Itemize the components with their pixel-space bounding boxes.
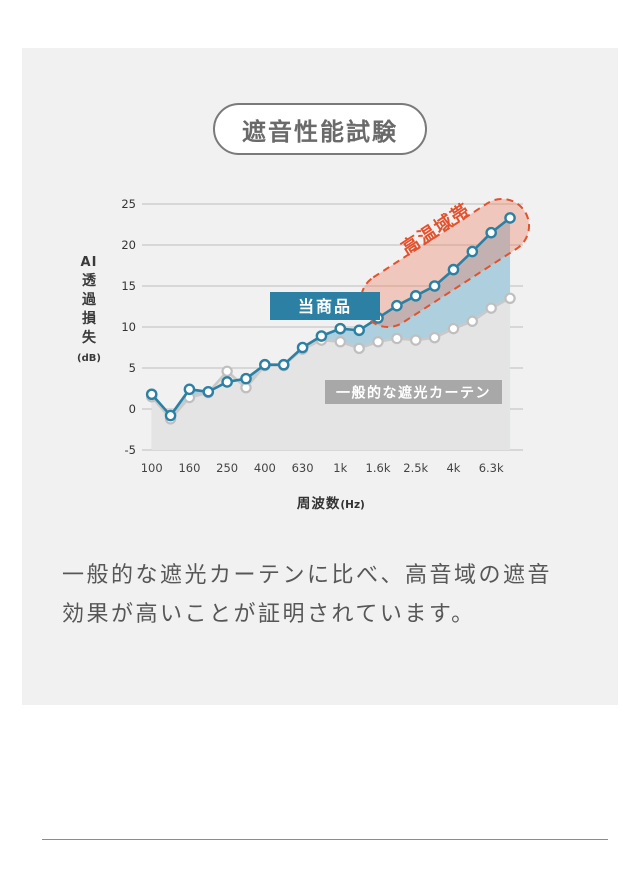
y-axis-label: AI 透 過 損 失 (dB): [77, 255, 101, 364]
product-marker: [428, 280, 441, 292]
x-tick-label: 160: [178, 461, 200, 475]
product-marker: [202, 385, 215, 398]
product-marker: [277, 358, 290, 371]
product-marker: [315, 330, 328, 342]
y-tick-label: -5: [125, 443, 136, 457]
x-tick-label: 1k: [333, 461, 347, 475]
x-axis-title: 周波数(Hz): [297, 495, 365, 512]
generic-marker: [447, 322, 460, 335]
product-marker: [164, 409, 177, 422]
x-tick-label: 1.6k: [366, 461, 391, 475]
product-marker: [240, 372, 252, 385]
generic-marker: [428, 331, 441, 344]
generic-marker: [504, 292, 516, 305]
sound-insulation-chart: 25 20 15 10 5 0 -5 高温域帯 当商品 一般的な遮光カーテン 100 160 250 40…: [60, 195, 580, 525]
product-marker: [504, 212, 516, 224]
product-marker: [485, 226, 497, 239]
product-marker: [353, 324, 365, 337]
section-title: 遮音性能試験: [242, 117, 398, 146]
generic-marker: [410, 334, 422, 346]
y-tick-label: 25: [121, 197, 136, 211]
product-marker: [447, 263, 460, 276]
generic-marker: [466, 315, 479, 327]
x-tick-label: 100: [141, 461, 163, 475]
product-marker: [334, 322, 347, 335]
y-tick-label: 20: [121, 238, 136, 252]
generic-marker: [334, 336, 346, 348]
generic-marker: [221, 365, 233, 377]
description-line-2: 効果が高いことが証明されています。: [62, 602, 476, 627]
x-tick-label: 6.3k: [479, 461, 504, 475]
product-marker: [296, 341, 309, 354]
generic-marker: [372, 336, 384, 348]
generic-marker: [485, 302, 497, 314]
product-marker: [221, 376, 233, 388]
generic-badge-bg: [325, 380, 502, 404]
test-result-panel: 遮音性能試験 AI 透 過 損 失 (dB) 25 20 15 10 5 0 -5 高温域帯当…: [22, 48, 618, 705]
product-badge-label: 当商品: [298, 297, 352, 316]
series-product: [145, 212, 516, 422]
x-tick-label: 4k: [446, 461, 460, 475]
product-marker: [183, 383, 196, 396]
y-tick-label: 15: [121, 279, 136, 293]
x-tick-label: 2.5k: [403, 461, 428, 475]
x-tick-label: 630: [292, 461, 314, 475]
y-tick-label: 0: [129, 402, 136, 416]
product-marker: [145, 388, 158, 401]
product-marker: [409, 290, 422, 302]
generic-badge-label: 一般的な遮光カーテン: [336, 385, 491, 402]
description-text: 一般的な遮光カーテンに比べ、高音域の遮音 効果が高いことが証明されています。: [62, 556, 552, 634]
x-tick-label: 400: [254, 461, 276, 475]
product-series-badge: 当商品: [270, 292, 380, 320]
product-badge-bg: [270, 292, 380, 320]
product-marker: [466, 245, 479, 258]
y-tick-label: 10: [121, 320, 136, 334]
generic-marker: [391, 332, 403, 345]
x-tick-label: 250: [216, 461, 238, 475]
section-title-badge: 遮音性能試験: [213, 103, 427, 155]
generic-marker: [353, 342, 365, 355]
product-marker: [391, 299, 403, 312]
generic-area-fill: [151, 298, 511, 450]
generic-series-badge: 一般的な遮光カーテン: [325, 380, 502, 404]
section-divider: [42, 839, 608, 840]
description-line-1: 一般的な遮光カーテンに比べ、高音域の遮音: [62, 563, 553, 588]
product-marker: [259, 358, 271, 371]
x-axis-labels: 100 160 250 400 630 1k 1.6k 2.5k 4k 6.3k: [141, 461, 504, 475]
y-tick-label: 5: [129, 361, 136, 375]
